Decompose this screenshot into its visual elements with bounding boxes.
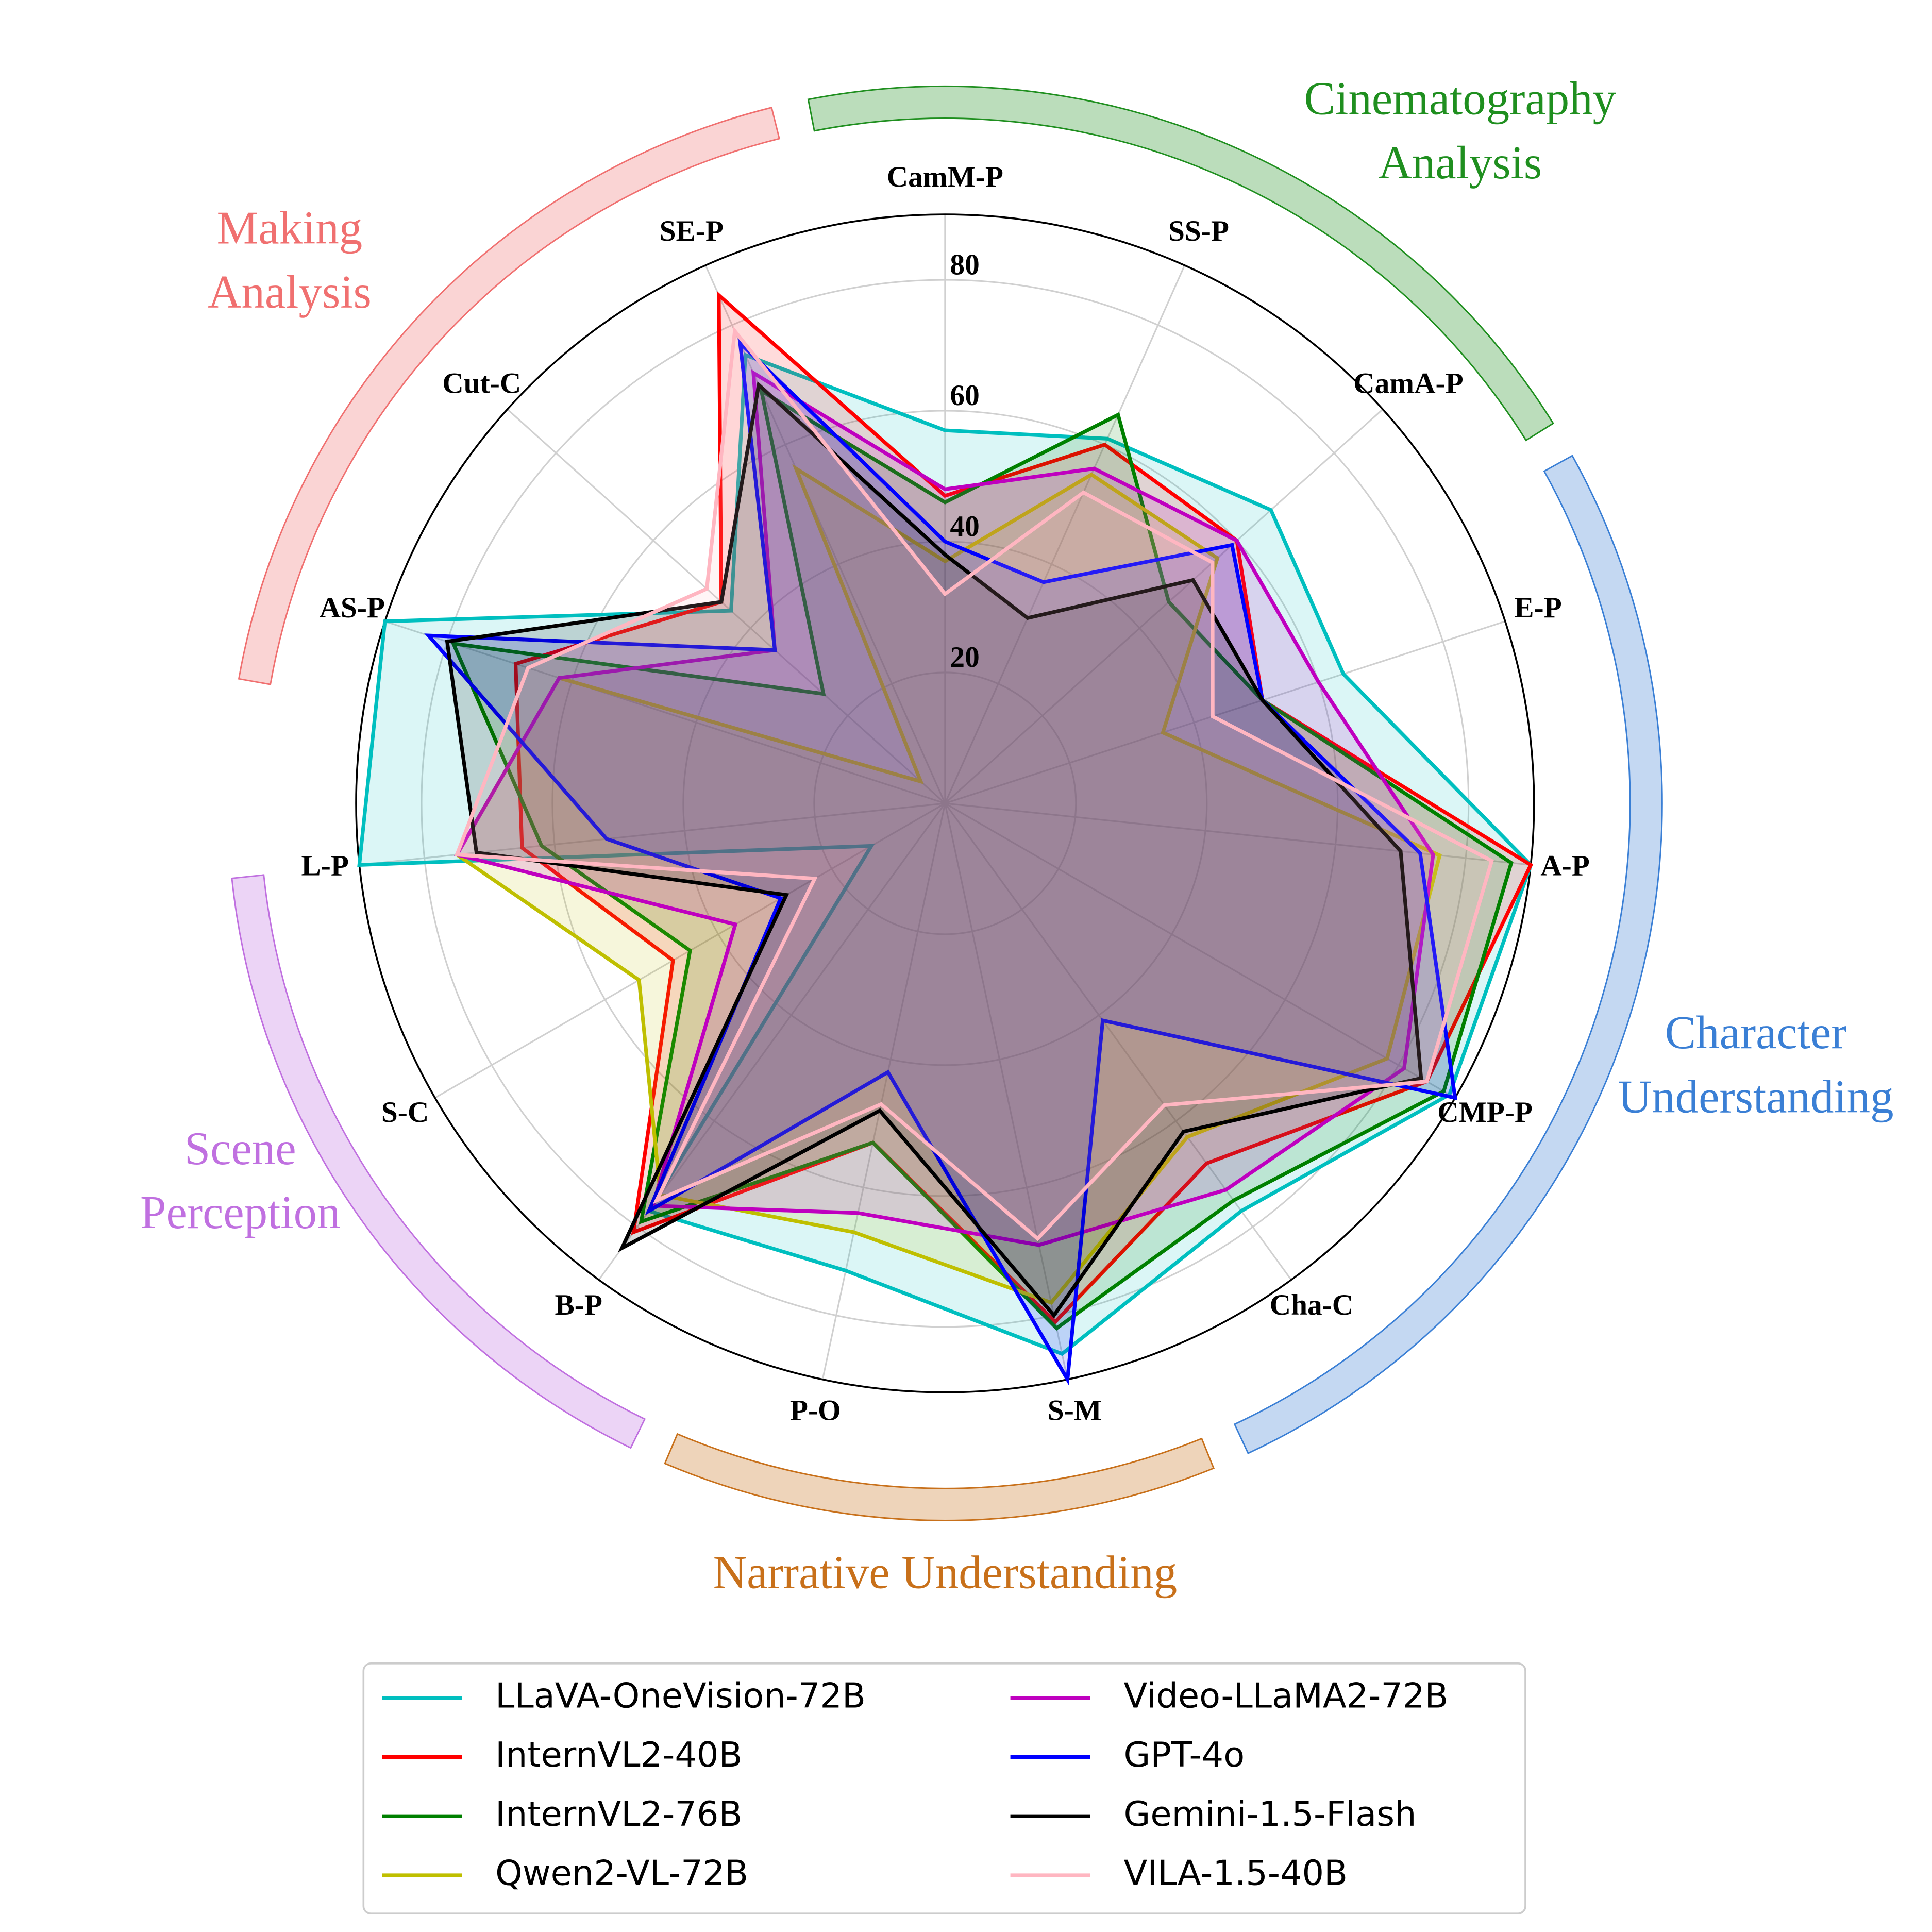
legend-label: Video-LLaMA2-72B [1124,1675,1449,1716]
group-label: Narrative Understanding [713,1546,1178,1598]
series-area [457,373,1434,1245]
legend-label: InternVL2-40B [495,1735,742,1775]
legend-label: Gemini-1.5-Flash [1124,1794,1417,1834]
series-area [457,468,1440,1303]
group-label: Analysis [208,266,372,318]
group-arc [1233,455,1663,1454]
series-area [359,355,1531,1354]
category-label: CamM-P [887,161,1003,193]
y-tick-label: 20 [950,641,979,674]
spoke [944,265,1186,804]
group-label: Making [217,202,363,254]
legend-label: GPT-4o [1124,1735,1245,1775]
category-label: A-P [1540,850,1590,882]
category-label: AS-P [319,592,385,624]
group-label: Analysis [1378,137,1542,189]
group-arc [664,1433,1215,1521]
category-label: L-P [301,850,348,882]
outer-circle [355,213,1535,1393]
series-area [428,343,1455,1380]
legend-label: Qwen2-VL-72B [495,1853,748,1893]
legend-label: VILA-1.5-40B [1124,1853,1348,1893]
series-line [454,369,1435,1247]
y-tick-label: 60 [950,379,979,412]
category-label: Cut-C [442,367,521,400]
series-line [357,352,1533,1356]
series-area [515,295,1531,1322]
group-arc [238,106,780,685]
category-label: S-C [381,1096,429,1129]
category-label: S-M [1048,1394,1102,1426]
group-label: Perception [140,1186,340,1238]
y-tick-label: 40 [950,510,979,543]
category-label: E-P [1514,592,1561,624]
spoke [945,620,1506,804]
series-area [447,384,1421,1316]
category-label: SE-P [660,215,724,247]
legend-label: InternVL2-76B [495,1794,742,1834]
y-tick-label: 80 [950,248,979,281]
category-label: Cha-C [1270,1289,1354,1321]
series-area [453,391,1511,1329]
series-area [457,331,1492,1239]
category-label: B-P [555,1289,602,1321]
group-arc [231,874,646,1449]
group-label: Cinematography [1304,73,1617,125]
group-label: Scene [184,1122,296,1174]
spoke [384,620,946,804]
group-label: Understanding [1618,1070,1894,1122]
legend-label: LLaVA-OneVision-72B [495,1675,866,1716]
series-line [454,464,1442,1305]
spoke [944,409,1384,804]
spoke [821,803,946,1380]
category-label: P-O [790,1394,841,1426]
category-label: CamA-P [1353,367,1464,400]
spoke [945,802,1456,1099]
series-line [454,326,1494,1241]
spoke [944,803,1068,1380]
series-line [445,381,1423,1319]
category-label: CMP-P [1437,1096,1533,1129]
category-label: SS-P [1168,215,1229,247]
legend-box [362,1662,1526,1914]
group-label: Character [1665,1006,1847,1059]
spoke [507,409,946,804]
group-arc [807,85,1554,442]
